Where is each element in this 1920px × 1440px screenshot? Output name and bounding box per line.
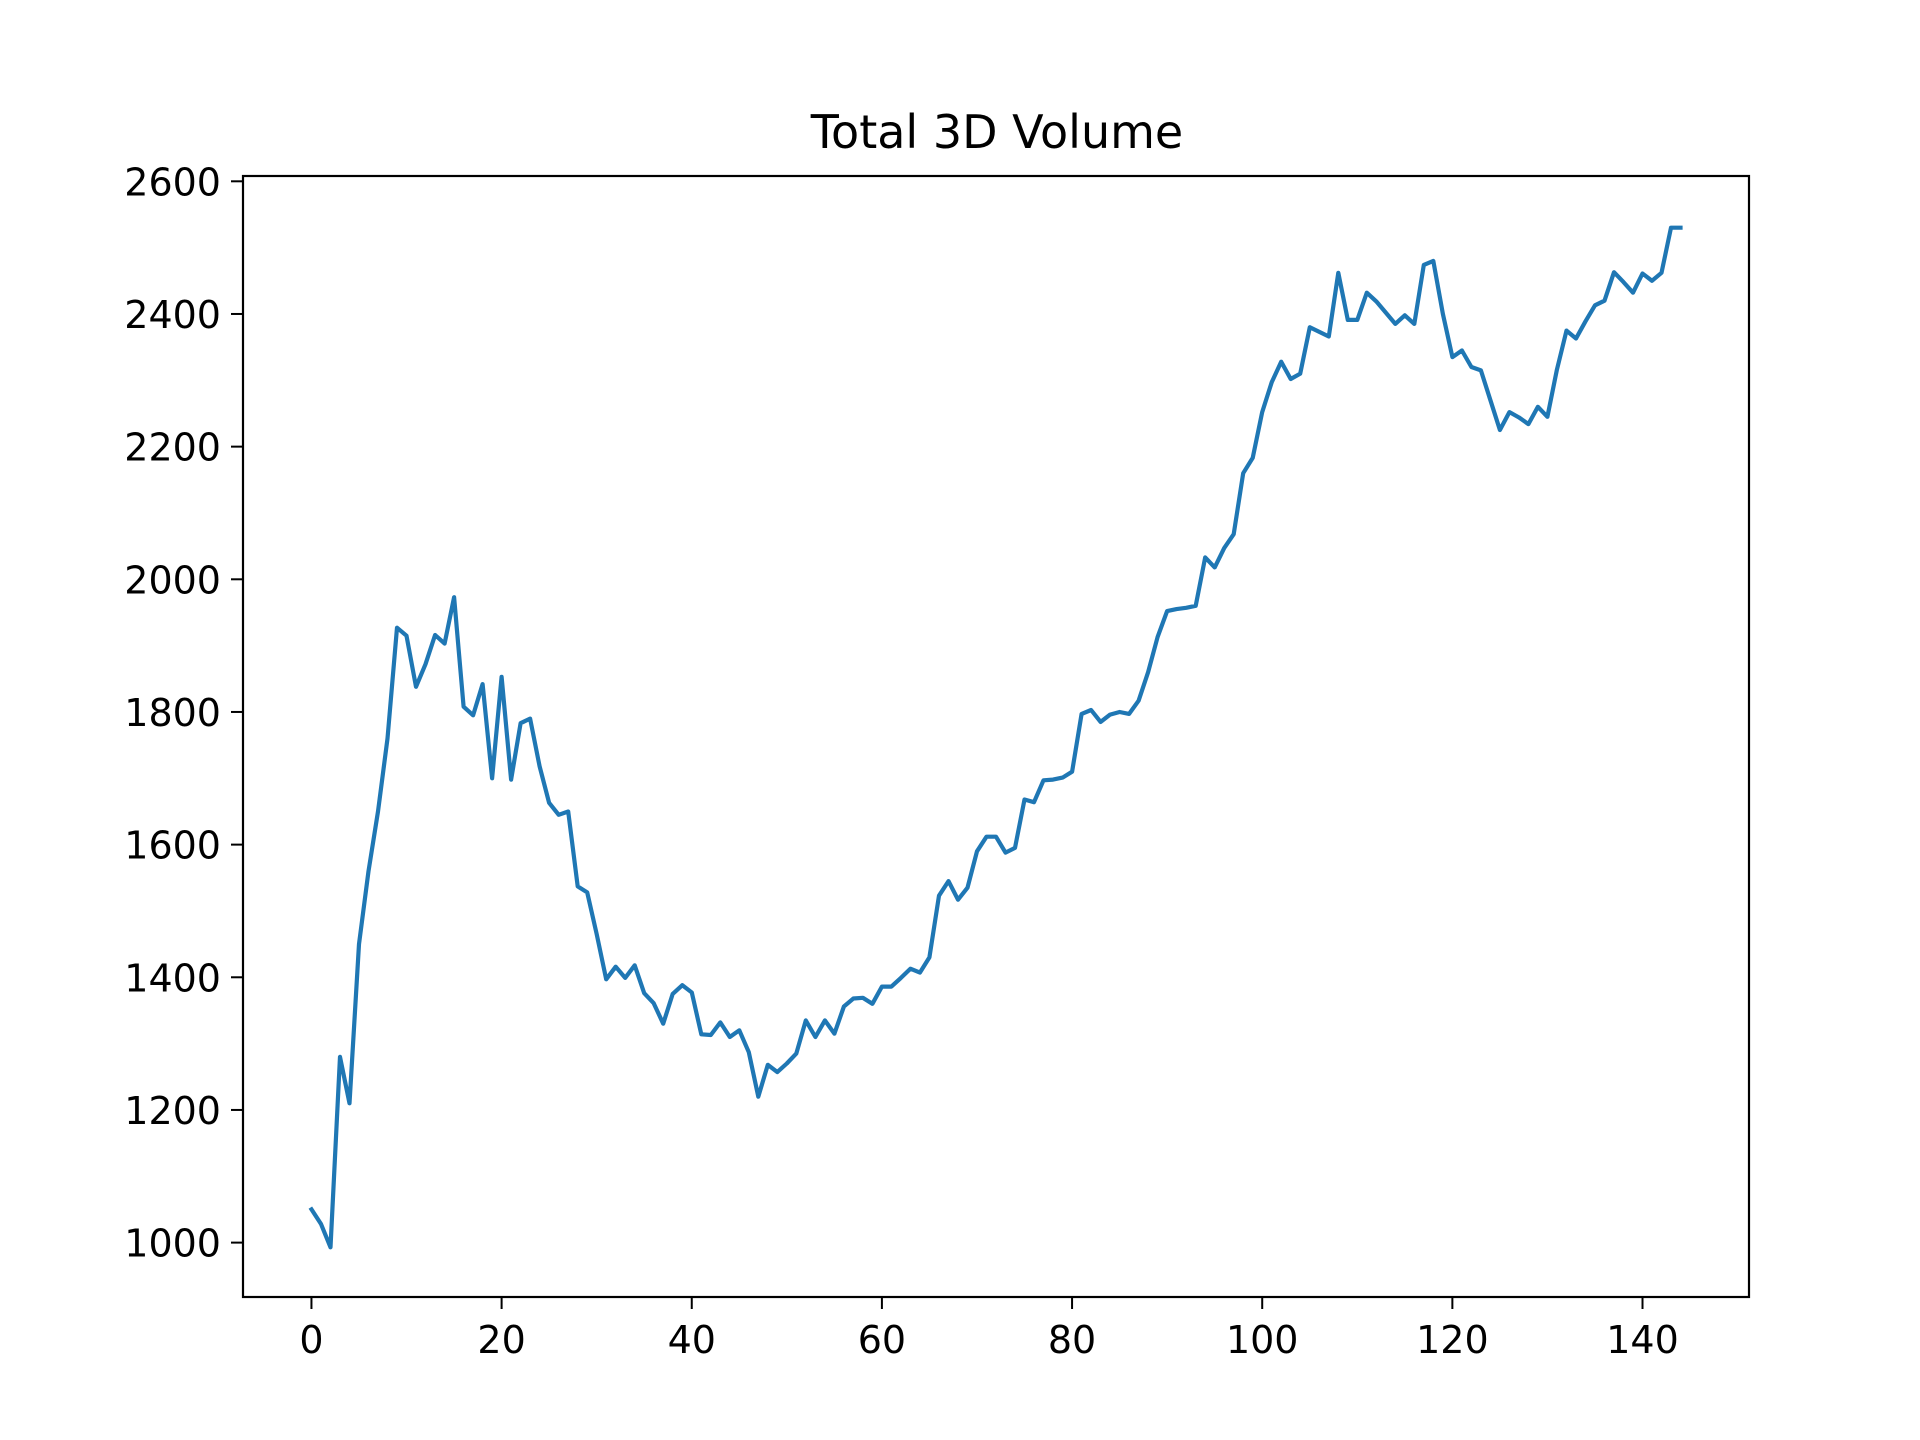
x-tick-label: 20 bbox=[477, 1318, 525, 1362]
y-tick-label: 2400 bbox=[124, 293, 221, 337]
y-tick-label: 2000 bbox=[124, 558, 221, 602]
y-tick-label: 2200 bbox=[124, 426, 221, 470]
x-tick-label: 60 bbox=[858, 1318, 906, 1362]
x-tick-label: 140 bbox=[1606, 1318, 1679, 1362]
chart-title: Total 3D Volume bbox=[810, 105, 1183, 159]
y-tick-label: 1000 bbox=[124, 1222, 221, 1266]
plot-area-frame bbox=[241, 174, 1751, 1299]
y-tick-label: 1400 bbox=[124, 956, 221, 1000]
series-line bbox=[308, 225, 1683, 1250]
y-tick-label: 1600 bbox=[124, 824, 221, 868]
x-tick-label: 40 bbox=[668, 1318, 716, 1362]
x-tick-label: 100 bbox=[1226, 1318, 1299, 1362]
x-axis: 0 20 40 60 80 100 120 140 bbox=[299, 1297, 1679, 1362]
y-tick-label: 1200 bbox=[124, 1089, 221, 1133]
y-tick-label: 2600 bbox=[124, 160, 221, 204]
x-tick-label: 120 bbox=[1416, 1318, 1489, 1362]
y-tick-label: 1800 bbox=[124, 691, 221, 735]
y-axis: 1000 1200 1400 1600 1800 2000 2200 2400 2600 bbox=[124, 160, 243, 1266]
x-tick-label: 0 bbox=[299, 1318, 323, 1362]
x-tick-label: 80 bbox=[1048, 1318, 1096, 1362]
